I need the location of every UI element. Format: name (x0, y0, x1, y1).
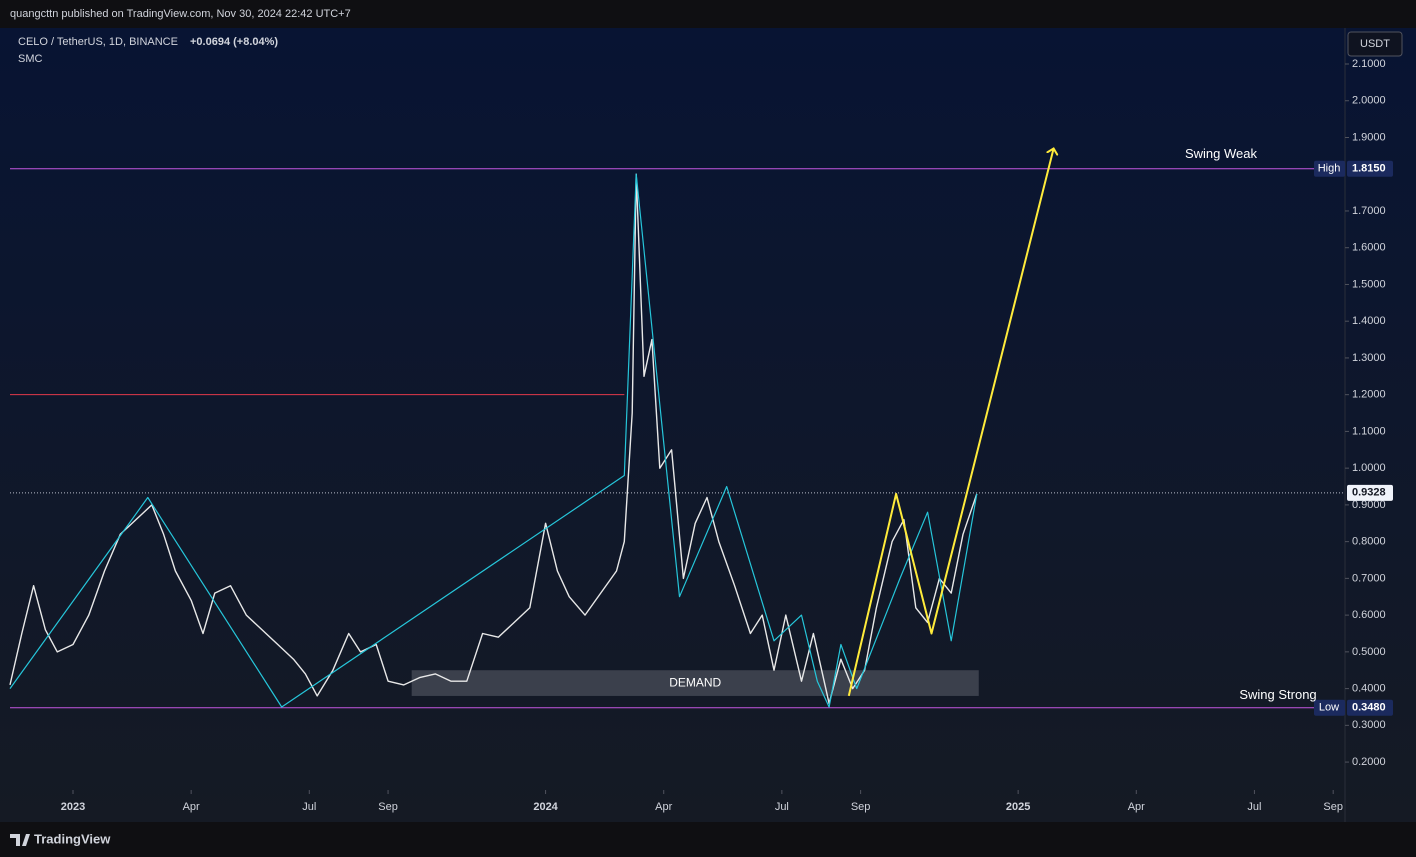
price-label: 0.9328 (1352, 487, 1386, 499)
symbol: CELO / TetherUS, 1D, BINANCE (18, 36, 178, 48)
y-tick-label: 0.4000 (1352, 683, 1386, 695)
x-tick-label: Apr (655, 801, 672, 813)
x-tick-label: Apr (183, 801, 200, 813)
x-tick-label: 2025 (1006, 801, 1030, 813)
x-tick-label: Sep (378, 801, 398, 813)
x-tick-label: Jul (775, 801, 789, 813)
y-tick-label: 0.2000 (1352, 756, 1386, 768)
y-tick-label: 2.0000 (1352, 95, 1386, 107)
y-tick-label: 0.7000 (1352, 572, 1386, 584)
y-tick-label: 1.2000 (1352, 389, 1386, 401)
demand-zone (411, 670, 979, 696)
x-tick-label: 2024 (533, 801, 558, 813)
price-label: 1.8150 (1352, 163, 1386, 175)
y-tick-label: 0.6000 (1352, 609, 1386, 621)
x-tick-label: Sep (851, 801, 871, 813)
y-tick-label: 0.3000 (1352, 719, 1386, 731)
annotation: Swing Strong (1239, 687, 1316, 702)
plot (9, 149, 1345, 709)
y-tick-label: 2.1000 (1352, 58, 1386, 70)
level-tag: High (1318, 163, 1341, 175)
x-tick-label: Jul (302, 801, 316, 813)
y-tick-label: 0.9000 (1352, 499, 1386, 511)
publisher: quangcttn published on TradingView.com, … (10, 8, 351, 20)
x-tick-label: Jul (1247, 801, 1261, 813)
price-label-box (1347, 699, 1393, 716)
zone-label: DEMAND (669, 675, 721, 689)
x-tick-label: Apr (1128, 801, 1145, 813)
zigzag (9, 173, 978, 708)
x-tick-label: Sep (1323, 801, 1343, 813)
price-label: 0.3480 (1352, 702, 1386, 714)
level-tag: Low (1319, 702, 1339, 714)
level-tag-box (1314, 699, 1345, 716)
price-change: +0.0694 (+8.04%) (190, 36, 278, 48)
y-tick-label: 1.6000 (1352, 242, 1386, 254)
level-tag-box (1314, 160, 1345, 177)
currency-button[interactable] (1347, 31, 1403, 57)
annotation: Swing Weak (1185, 146, 1258, 161)
top-bar (0, 0, 1416, 28)
y-tick-label: 1.7000 (1352, 205, 1386, 217)
projection (847, 149, 1054, 697)
x-tick-label: 2023 (61, 801, 85, 813)
price-label-box (1347, 160, 1393, 177)
y-tick-label: 1.4000 (1352, 315, 1386, 327)
brand: TradingView (34, 831, 111, 846)
y-tick-label: 1.0000 (1352, 462, 1386, 474)
y-tick-label: 1.1000 (1352, 425, 1386, 437)
price-line (9, 173, 978, 704)
currency[interactable]: USDT (1360, 38, 1390, 50)
indicator: SMC (18, 53, 43, 65)
y-tick-label: 0.5000 (1352, 646, 1386, 658)
y-tick-label: 1.5000 (1352, 278, 1386, 290)
y-tick-label: 1.9000 (1352, 131, 1386, 143)
price-label-box (1347, 484, 1393, 501)
y-tick-label: 1.3000 (1352, 352, 1386, 364)
y-tick-label: 0.8000 (1352, 536, 1386, 548)
footer-bar (0, 822, 1416, 857)
brand-logo (10, 834, 30, 846)
